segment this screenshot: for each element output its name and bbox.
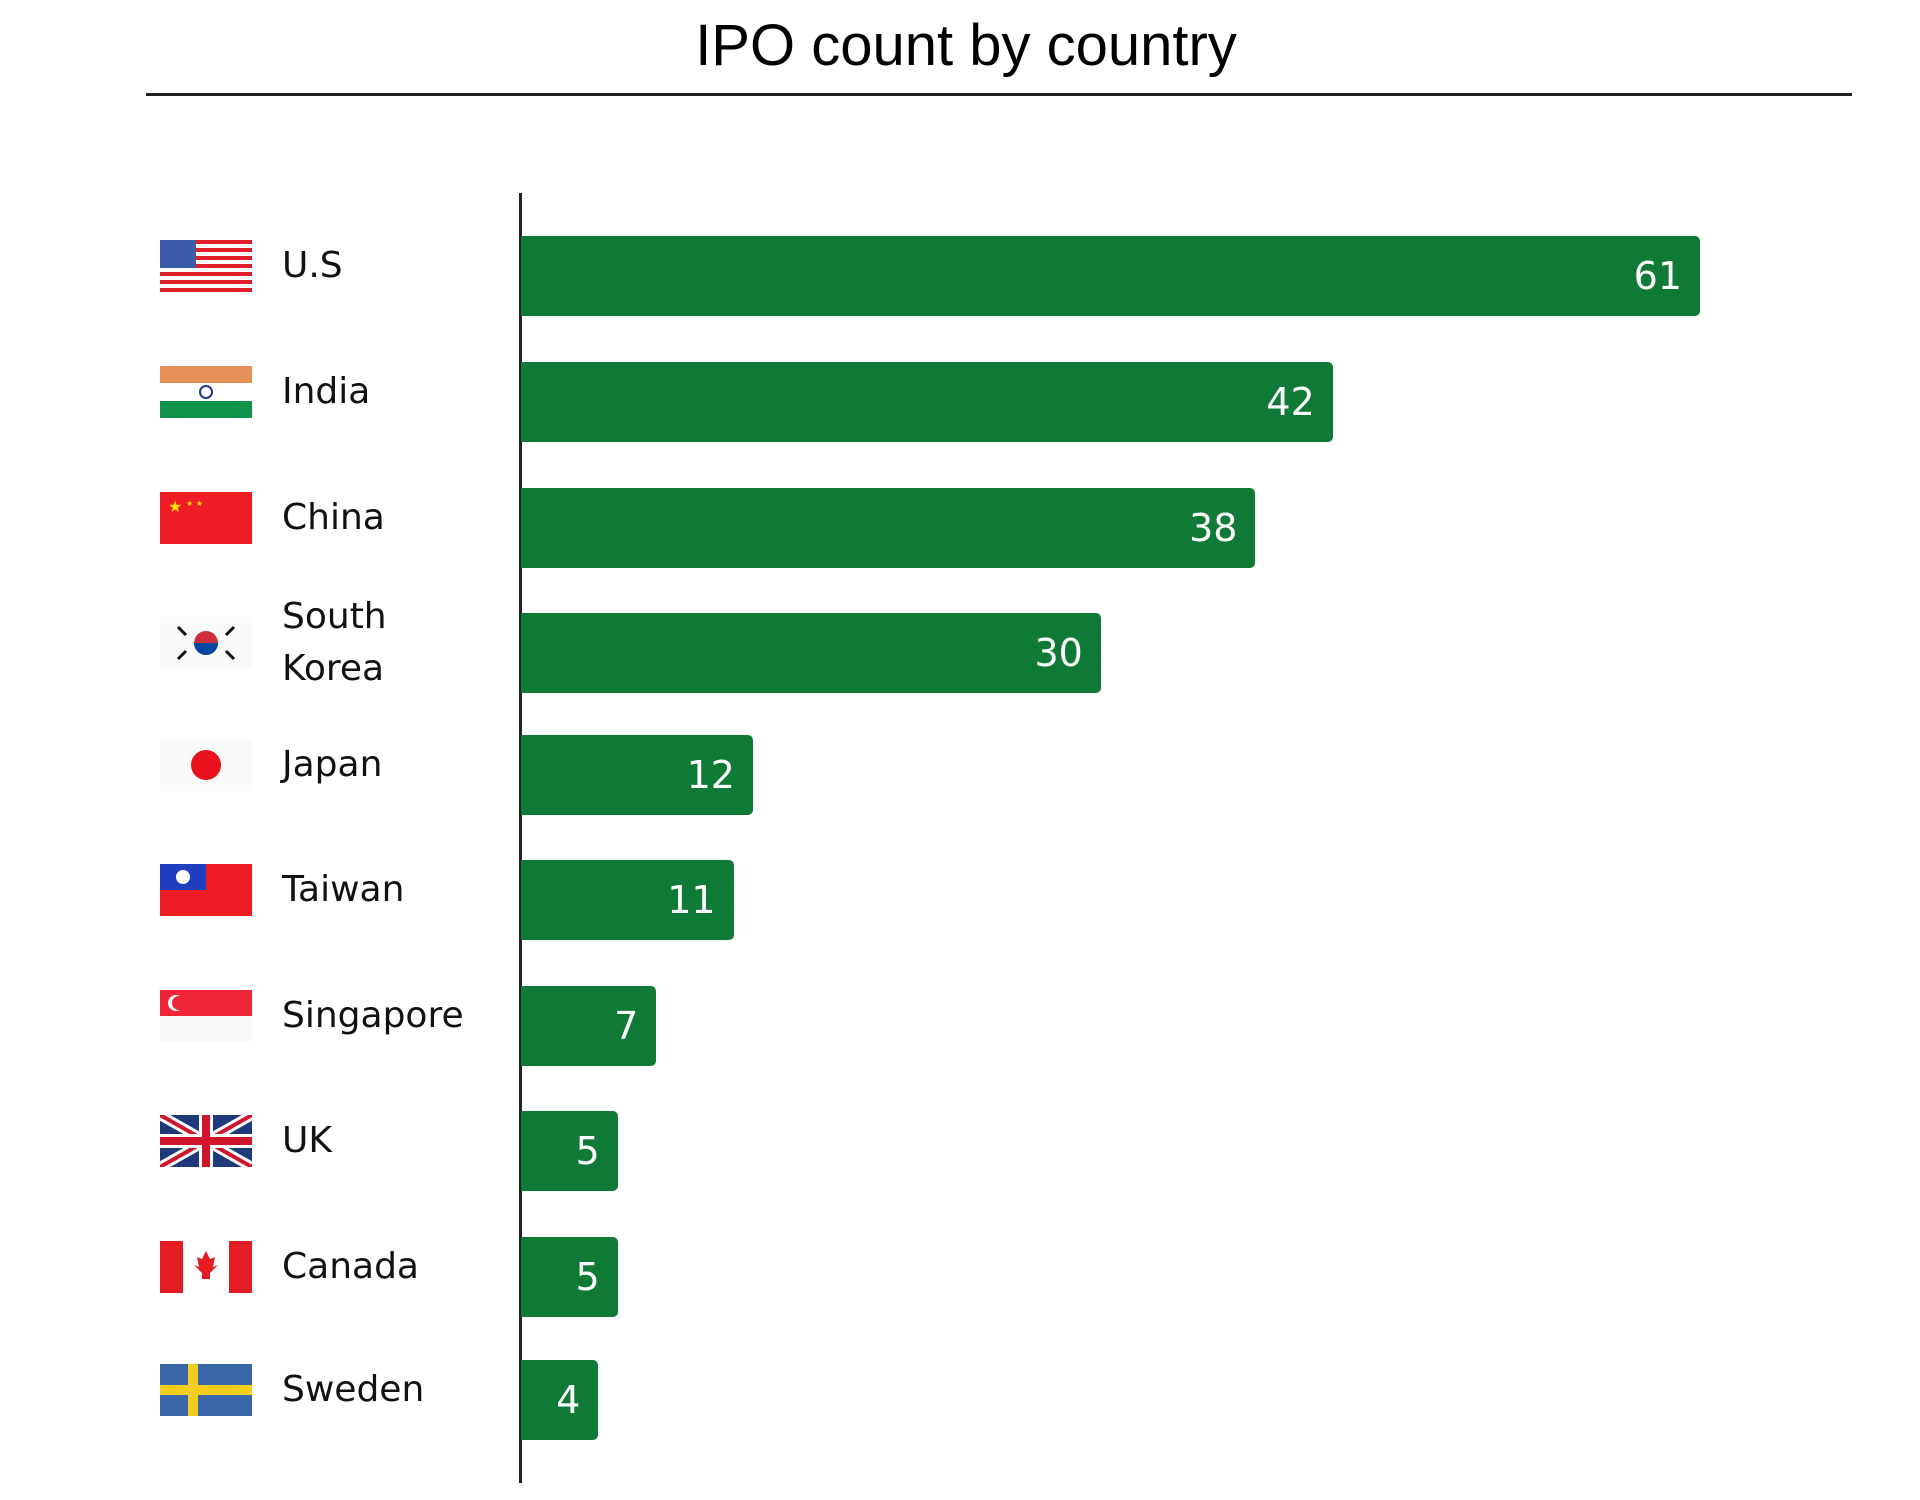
category-label-line: Singapore [282, 995, 464, 1036]
data-label: 5 [575, 1255, 600, 1299]
category-label-line: U.S [282, 245, 343, 286]
uk-flag-icon [160, 1115, 252, 1167]
data-label: 61 [1633, 254, 1682, 298]
japan-flag-icon [160, 739, 252, 791]
bar-india: 42 [521, 362, 1333, 442]
bar-uk: 5 [521, 1111, 618, 1191]
category-label-south-korea: South Korea [282, 591, 387, 695]
category-label-china: China [282, 492, 385, 544]
category-label-line: China [282, 497, 385, 538]
south-korea-flag-icon [160, 617, 252, 669]
chart-title: IPO count by country [695, 13, 1237, 78]
taiwan-flag-icon [160, 864, 252, 916]
data-label: 7 [614, 1004, 639, 1048]
category-label-line: India [282, 371, 371, 412]
category-label-u-s: U.S [282, 240, 343, 292]
category-label-canada: Canada [282, 1241, 419, 1293]
bar-canada: 5 [521, 1237, 618, 1317]
bar-taiwan: 11 [521, 860, 734, 940]
category-label-line: Canada [282, 1246, 419, 1287]
canada-flag-icon [160, 1241, 252, 1293]
data-label: 4 [556, 1378, 581, 1422]
bar-japan: 12 [521, 735, 753, 815]
bar-sweden: 4 [521, 1360, 599, 1440]
category-label-line: Sweden [282, 1369, 425, 1410]
category-label-uk: UK [282, 1115, 332, 1167]
svg-text:★ ★: ★ ★ [186, 499, 203, 508]
bar-u-s: 61 [521, 236, 1700, 316]
data-label: 5 [575, 1129, 600, 1173]
category-label-taiwan: Taiwan [282, 864, 404, 916]
category-label-line: South [282, 596, 387, 637]
category-label-line: Korea [282, 648, 385, 689]
category-label-line: UK [282, 1120, 332, 1161]
category-label-line: Japan [282, 744, 383, 785]
category-label-india: India [282, 366, 370, 418]
india-flag-icon [160, 366, 252, 418]
bar-south-korea: 30 [521, 613, 1101, 693]
data-label: 30 [1034, 631, 1083, 675]
singapore-flag-icon [160, 990, 252, 1042]
category-label-singapore: Singapore [282, 990, 464, 1042]
bar-singapore: 7 [521, 986, 657, 1066]
data-label: 42 [1266, 380, 1315, 424]
data-label: 11 [667, 878, 716, 922]
sweden-flag-icon [160, 1364, 252, 1416]
us-flag-icon [160, 240, 252, 292]
category-label-line: Taiwan [282, 869, 405, 910]
y-axis-line [519, 193, 522, 1483]
title-divider [146, 93, 1852, 96]
china-flag-icon: ★ ★ ★ [160, 492, 252, 544]
category-label-japan: Japan [282, 739, 382, 791]
data-label: 38 [1189, 506, 1238, 550]
category-label-sweden: Sweden [282, 1364, 424, 1416]
svg-text:★: ★ [168, 497, 182, 516]
bar-china: 38 [521, 488, 1256, 568]
data-label: 12 [686, 753, 735, 797]
